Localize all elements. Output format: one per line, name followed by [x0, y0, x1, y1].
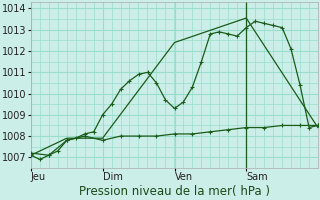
X-axis label: Pression niveau de la mer( hPa ): Pression niveau de la mer( hPa )	[79, 185, 270, 198]
